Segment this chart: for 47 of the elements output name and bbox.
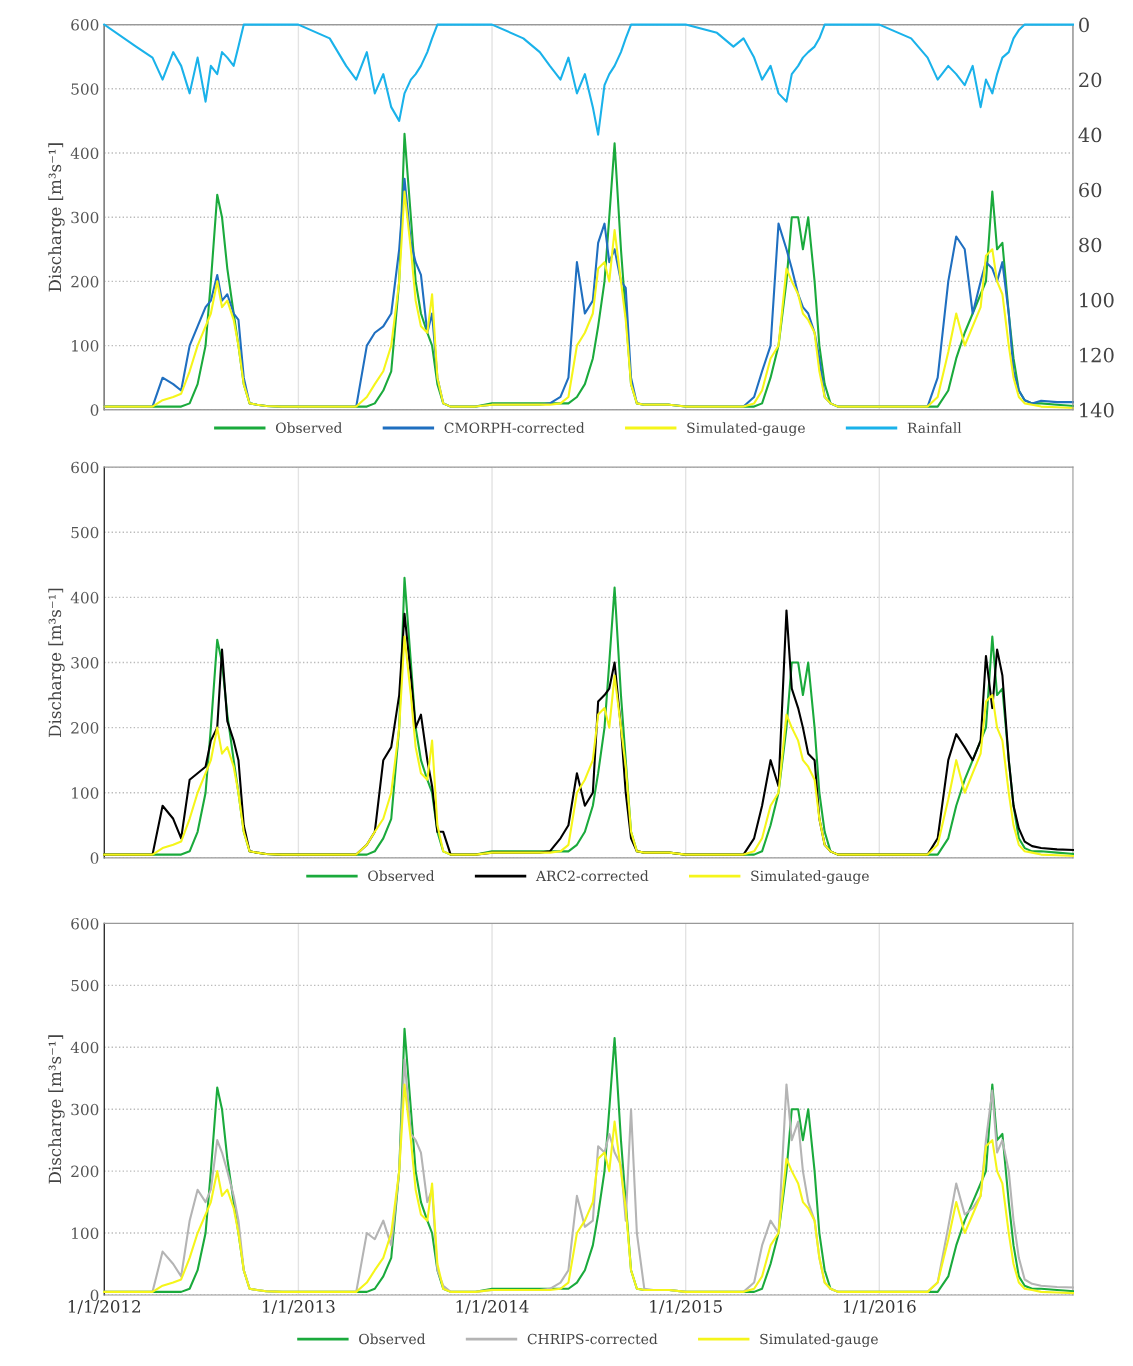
legend-label: Simulated-gauge: [687, 422, 805, 436]
y-tick-label: 400: [70, 591, 99, 604]
legend-label: Simulated-gauge: [760, 1333, 878, 1348]
y-tick-label: 600: [71, 461, 99, 474]
x-tick-label: 1/1/2014: [456, 1300, 529, 1315]
y-tick-label: 400: [70, 147, 99, 160]
y-tick-label: 400: [70, 1041, 99, 1054]
y-tick-label: 600: [71, 19, 99, 31]
y2-tick-label: 20: [1079, 72, 1102, 88]
y-tick-label: 100: [72, 1227, 99, 1240]
y-tick-label: 300: [71, 656, 99, 669]
x-tick-label: 1/1/2016: [843, 1300, 916, 1315]
y2-tick-label: 140: [1080, 402, 1114, 418]
y-tick-label: 0: [90, 1289, 99, 1301]
y-tick-label: 0: [90, 852, 99, 864]
y-tick-label: 0: [90, 404, 99, 416]
y2-tick-label: 120: [1080, 347, 1114, 363]
legend-label: CMORPH-corrected: [444, 422, 585, 434]
legend-label: Rainfall: [907, 422, 962, 434]
y-tick-label: 500: [71, 83, 99, 95]
y-tick-label: 200: [71, 275, 99, 288]
y-tick-label: 300: [71, 211, 99, 224]
legend-label: Simulated-gauge: [751, 870, 869, 884]
legend-label: Observed: [368, 870, 435, 882]
y2-tick-label: 60: [1079, 182, 1102, 198]
x-tick-label: 1/1/2015: [650, 1300, 722, 1315]
y-tick-label: 300: [71, 1103, 99, 1116]
y-tick-label: 100: [72, 787, 99, 799]
y-tick-label: 600: [71, 917, 99, 930]
legend-label: CHRIPS-corrected: [527, 1333, 658, 1345]
y-tick-label: 500: [71, 526, 99, 539]
x-tick-label: 1/1/2013: [263, 1300, 335, 1315]
y-tick-label: 200: [71, 1165, 99, 1178]
legend-label: Observed: [275, 422, 343, 434]
y-tick-label: 100: [72, 340, 99, 352]
y-axis-title: Discharge [m³s⁻¹]: [48, 588, 65, 737]
legend-label: ARC2-corrected: [535, 870, 649, 882]
y2-tick-label: 100: [1080, 292, 1114, 308]
y-axis-title: Discharge [m³s⁻¹]: [48, 1035, 65, 1184]
y2-tick-label: 80: [1079, 237, 1102, 253]
y2-tick-label: 40: [1078, 127, 1102, 143]
legend-label: Observed: [359, 1333, 426, 1345]
y2-tick-label: 0: [1079, 17, 1089, 33]
y-axis-title: Discharge [m³s⁻¹]: [48, 143, 65, 292]
y-tick-label: 200: [71, 722, 99, 734]
x-tick-label: 1/1/2012: [68, 1300, 141, 1315]
y-tick-label: 500: [71, 979, 99, 992]
